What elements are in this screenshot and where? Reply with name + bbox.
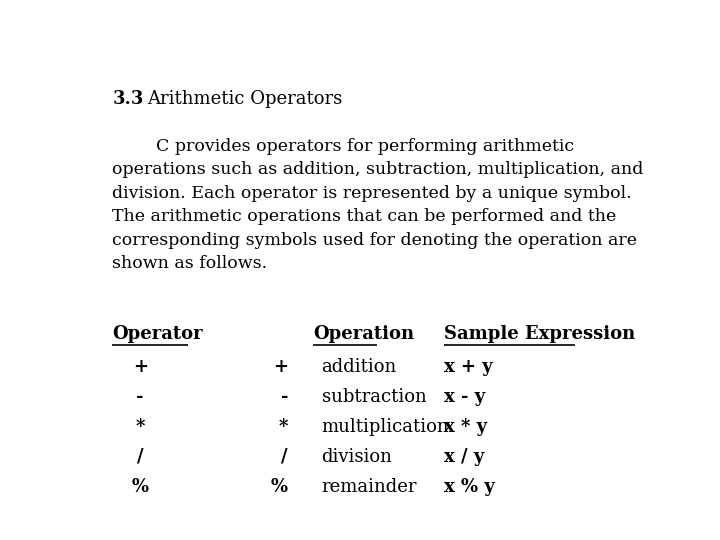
Text: 3.3: 3.3 — [112, 90, 144, 108]
Text: x % y: x % y — [444, 478, 495, 496]
Text: x / y: x / y — [444, 448, 485, 466]
Text: %: % — [271, 478, 288, 496]
Text: +: + — [273, 358, 288, 376]
Text: %: % — [132, 478, 149, 496]
Text: Sample Expression: Sample Expression — [444, 325, 636, 343]
Text: x - y: x - y — [444, 388, 485, 406]
Text: x * y: x * y — [444, 418, 487, 436]
Text: *: * — [135, 418, 145, 436]
Text: x + y: x + y — [444, 358, 493, 376]
Text: -: - — [137, 388, 144, 406]
Text: division: division — [322, 448, 392, 466]
Text: Arithmetic Operators: Arithmetic Operators — [148, 90, 343, 108]
Text: addition: addition — [322, 358, 397, 376]
Text: remainder: remainder — [322, 478, 417, 496]
Text: *: * — [279, 418, 288, 436]
Text: subtraction: subtraction — [322, 388, 426, 406]
Text: C provides operators for performing arithmetic
operations such as addition, subt: C provides operators for performing arit… — [112, 138, 644, 272]
Text: +: + — [132, 358, 148, 376]
Text: /: / — [282, 448, 288, 466]
Text: Operator: Operator — [112, 325, 203, 343]
Text: Operation: Operation — [313, 325, 414, 343]
Text: -: - — [281, 388, 288, 406]
Text: /: / — [137, 448, 143, 466]
Text: multiplication: multiplication — [322, 418, 449, 436]
